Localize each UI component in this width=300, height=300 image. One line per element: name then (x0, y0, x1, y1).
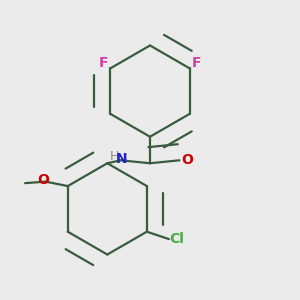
Text: F: F (192, 56, 202, 70)
Text: F: F (98, 56, 108, 70)
Text: O: O (37, 173, 49, 187)
Text: O: O (181, 153, 193, 167)
Text: H: H (110, 150, 119, 163)
Text: N: N (115, 152, 127, 167)
Text: Cl: Cl (169, 232, 184, 246)
